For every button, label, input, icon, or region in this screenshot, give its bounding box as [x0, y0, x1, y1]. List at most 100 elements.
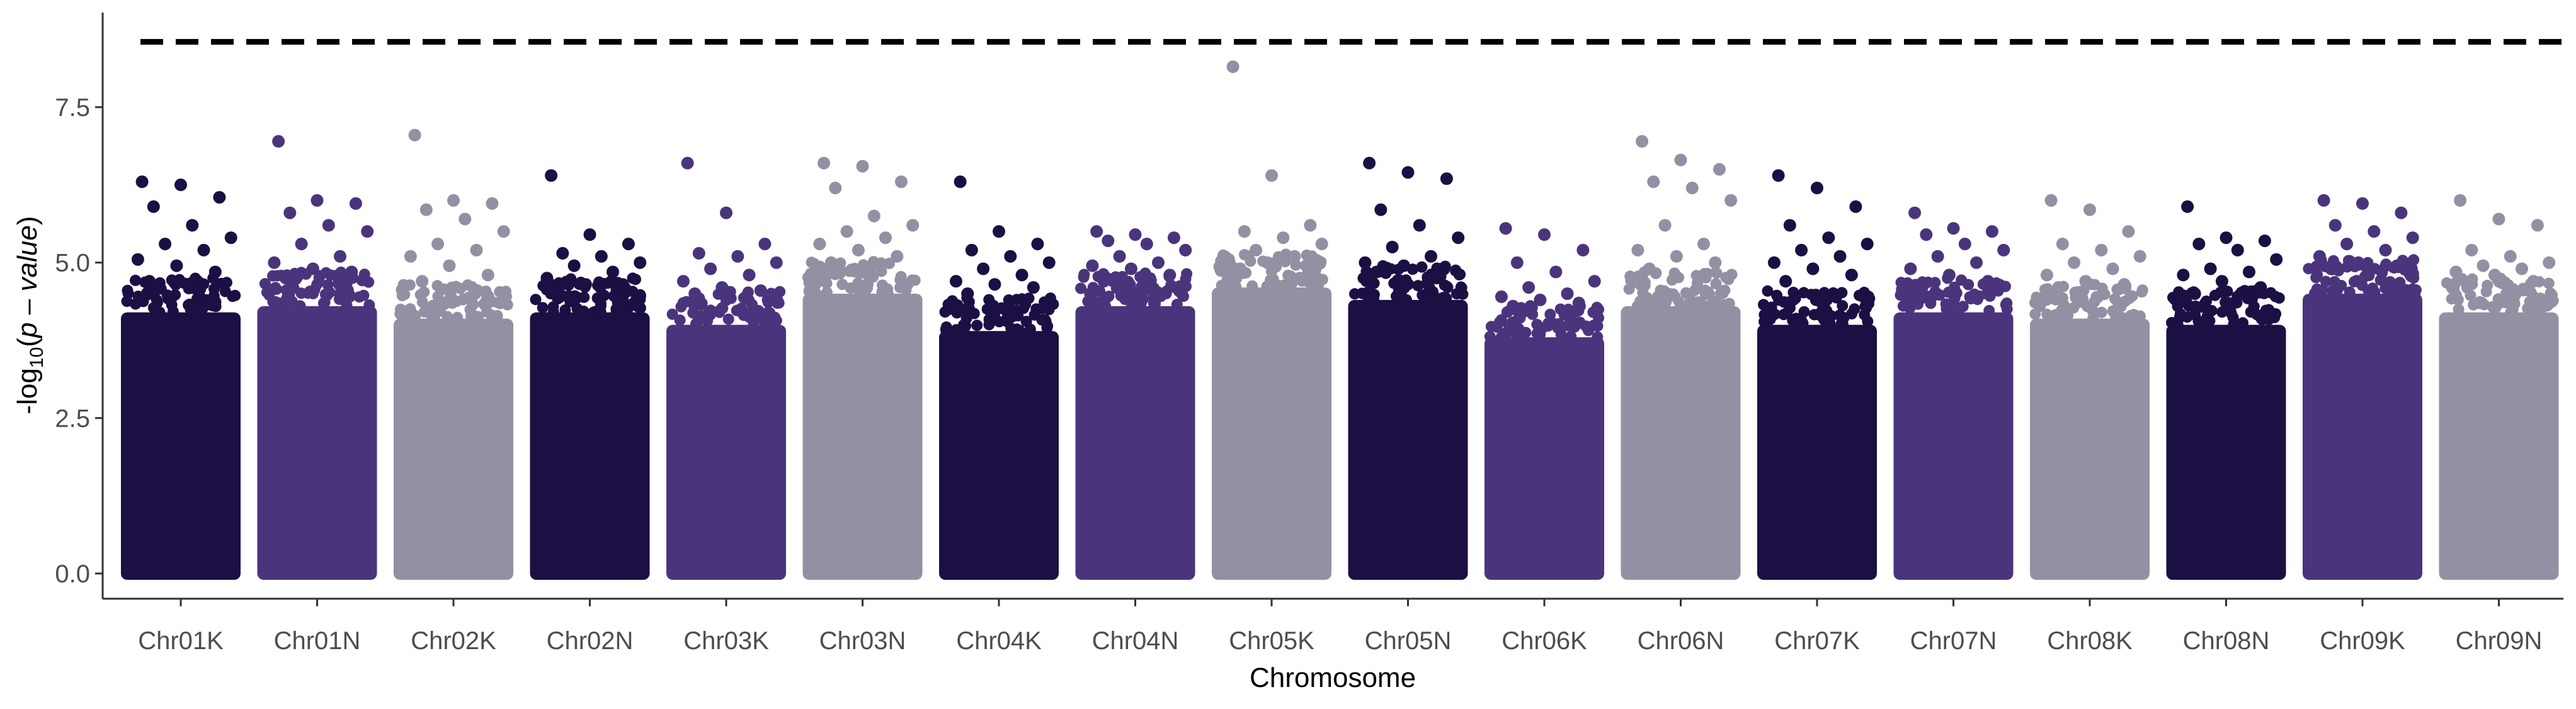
snp-point	[810, 287, 822, 299]
y-axis-title-subscript: 10	[26, 347, 47, 368]
snp-point-peak	[1359, 256, 1372, 269]
snp-point-peak	[993, 225, 1005, 238]
snp-point	[1862, 315, 1874, 327]
snp-point-peak	[1534, 293, 1547, 306]
snp-point	[1710, 278, 1722, 290]
snp-point	[896, 281, 908, 292]
snp-point	[1424, 293, 1436, 305]
snp-point	[909, 274, 921, 286]
snp-point-peak	[829, 182, 842, 195]
snp-point	[2362, 257, 2374, 268]
snp-point	[2408, 254, 2420, 266]
snp-point-peak	[2476, 259, 2490, 272]
snp-point-peak	[283, 206, 297, 219]
snp-point	[1673, 272, 1685, 284]
snp-point-peak	[2117, 278, 2131, 291]
snp-point	[426, 309, 438, 321]
snp-point	[1039, 296, 1050, 308]
snp-point-peak	[1495, 290, 1508, 303]
chromosome-group-chr07k	[1757, 169, 1877, 580]
snp-point-peak	[2454, 194, 2467, 207]
snp-point-peak	[279, 272, 292, 285]
snp-point	[1771, 289, 1783, 301]
chromosome-group-chr05k	[1212, 60, 1331, 580]
snp-point-peak	[1572, 296, 1585, 309]
snp-point-peak	[1299, 259, 1313, 272]
snp-point-peak	[961, 287, 974, 300]
snp-point	[1261, 280, 1273, 292]
snp-point-peak	[891, 250, 904, 263]
snp-point	[340, 292, 352, 304]
snp-point-peak	[894, 175, 908, 188]
snp-point-peak	[1942, 268, 1956, 282]
snp-point	[311, 279, 323, 291]
snp-point	[2379, 261, 2391, 272]
snp-point-peak	[545, 169, 558, 182]
y-axis-title: -log10(p – value)	[12, 216, 47, 415]
snp-point	[432, 291, 444, 303]
chromosome-group-chr02k	[394, 129, 513, 580]
snp-point-peak	[268, 256, 281, 269]
snp-point-peak	[1031, 238, 1044, 251]
snp-point	[814, 260, 826, 272]
y-tick-label: 0.0	[55, 560, 90, 588]
snp-point	[971, 320, 983, 331]
chromosome-group-chr03k	[666, 156, 786, 580]
snp-point	[950, 324, 962, 336]
snp-point	[1511, 329, 1523, 341]
snp-point	[1454, 268, 1466, 280]
snp-point-peak	[949, 275, 962, 288]
x-tick-label: Chr05N	[1365, 627, 1452, 655]
snp-point-peak	[1222, 253, 1235, 266]
y-axis-title-close: )	[12, 216, 43, 226]
snp-point-peak	[1904, 262, 1917, 275]
snp-point	[2269, 291, 2281, 303]
snp-point-peak	[1697, 238, 1710, 251]
snp-point-peak	[143, 275, 156, 288]
snp-point-peak	[361, 225, 374, 238]
snp-point	[959, 304, 971, 316]
snp-point	[591, 292, 603, 304]
x-tick-label: Chr05K	[1229, 627, 1314, 655]
snp-point	[416, 296, 428, 308]
snp-point-peak	[1179, 243, 1192, 257]
snp-point-peak	[2133, 250, 2146, 263]
snp-point	[325, 269, 337, 281]
snp-point	[1896, 284, 1908, 296]
snp-point-peak	[988, 278, 1001, 291]
snp-point	[431, 280, 443, 292]
snp-point-peak	[2056, 238, 2069, 251]
snp-point-peak	[1849, 200, 1862, 213]
snp-point-peak	[1113, 250, 1126, 263]
snp-point-peak	[1261, 256, 1274, 269]
snp-point-peak	[197, 243, 210, 257]
snp-point-peak	[1163, 268, 1177, 282]
snp-point	[1227, 281, 1239, 293]
snp-point	[1245, 255, 1257, 267]
snp-point	[2407, 283, 2419, 295]
snp-point	[1171, 283, 1183, 294]
snp-point-peak	[1386, 241, 1399, 253]
snp-point	[1585, 321, 1597, 333]
snp-point	[677, 297, 689, 309]
snp-point-peak	[1097, 275, 1110, 288]
snp-point	[418, 286, 430, 298]
snp-point-peak	[1015, 268, 1029, 282]
snp-point	[363, 299, 375, 311]
snp-point-peak	[540, 272, 554, 285]
snp-point	[1720, 272, 1732, 284]
snp-point-peak	[295, 238, 308, 251]
snp-point	[457, 293, 469, 305]
chromosome-body-chr06n	[1621, 306, 1741, 580]
snp-point-peak	[770, 256, 783, 269]
snp-point	[1416, 261, 1428, 273]
snp-point	[736, 303, 747, 314]
snp-point	[705, 304, 717, 316]
snp-point-peak	[2543, 256, 2556, 269]
snp-point-peak	[1250, 243, 1263, 257]
snp-point-peak	[720, 206, 732, 219]
chromosome-group-chr04k	[939, 175, 1059, 580]
snp-point-peak	[879, 231, 892, 245]
snp-point	[1838, 312, 1850, 324]
snp-point-peak	[135, 175, 149, 188]
